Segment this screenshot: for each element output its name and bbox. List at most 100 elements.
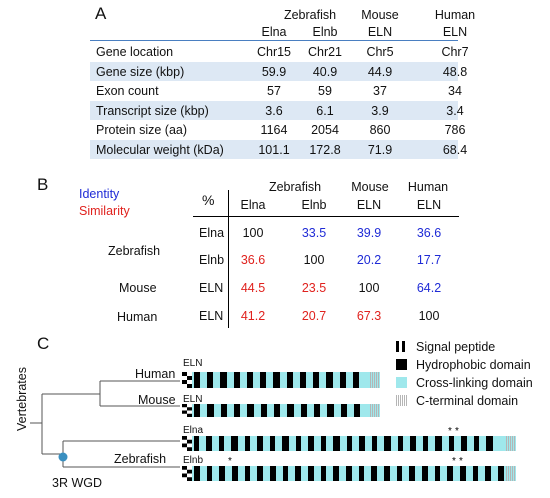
matrix-cell: 36.6 (240, 253, 266, 267)
hydrophobic-domain (245, 436, 250, 451)
hydrophobic-domain (354, 404, 360, 417)
table-cell: 71.9 (367, 142, 393, 157)
hydrophobic-domain (270, 436, 275, 451)
signal-peptide-check (182, 404, 187, 408)
signal-peptide-check (187, 447, 192, 451)
table-cell: 3.9 (371, 103, 389, 118)
c-terminal-stripe (508, 436, 509, 451)
elna-track (182, 436, 516, 451)
human-eln-track (182, 372, 380, 388)
hydrophobic-domain (257, 466, 263, 481)
crosslink-swatch (396, 377, 407, 388)
track-label-human-eln: ELN (183, 358, 203, 369)
hydrophobic-domain (372, 436, 377, 451)
c-terminal-stripe (510, 436, 511, 451)
hydrophobic-domain (498, 466, 504, 481)
c-terminal-stripe (374, 404, 375, 417)
matrix-cell: 41.2 (240, 309, 266, 323)
table-cell: Chr15 (256, 45, 292, 59)
hydrophobic-domain (194, 436, 199, 451)
hydrophobic-domain (287, 404, 294, 417)
hydrophobic-domain (347, 436, 352, 451)
b-group-human: Human (407, 180, 449, 194)
table-cell: 3.6 (265, 103, 283, 118)
hydrophobic-domain (287, 372, 293, 388)
b-vertical-rule (228, 190, 229, 328)
matrix-cell: 39.9 (356, 226, 382, 240)
hydrophobic-domain (449, 436, 454, 451)
table-cell: 59 (318, 84, 332, 98)
table-cell: Chr21 (307, 45, 343, 59)
b-col-elna: Elna (240, 198, 266, 212)
track-label-elna: Elna (183, 425, 204, 436)
c-terminal-stripe (372, 404, 373, 417)
hydrophobic-domain (283, 466, 288, 481)
signal-peptide-check (182, 372, 187, 376)
table-cell: 2054 (311, 123, 339, 137)
hydrophobic-domain (231, 436, 238, 451)
signal-peptide-check (182, 410, 187, 414)
hydrophobic-domain (371, 466, 377, 481)
hydrophobic-domain (486, 436, 493, 451)
c-terminal-stripe (514, 466, 515, 481)
signal-peptide-check (187, 384, 192, 388)
table-cell: 68.4 (442, 142, 468, 157)
c-terminal-stripe (372, 372, 373, 388)
table-cell: 101.1 (258, 142, 290, 157)
table-cell: 1164 (260, 123, 288, 137)
hydrophobic-domain (221, 404, 227, 417)
table-cell: 59.9 (261, 64, 287, 79)
signal-peptide-check (182, 466, 187, 470)
c-terminal-stripe (506, 466, 507, 481)
b-group-zebrafish: Zebrafish (268, 180, 322, 194)
hydrophobic-domain (308, 466, 314, 481)
table-cell: 48.8 (442, 64, 468, 79)
c-terminal-stripe (506, 436, 507, 451)
signal-swatch (396, 341, 407, 352)
table-cell: 860 (369, 123, 391, 137)
hydrophobic-domain (460, 466, 466, 481)
hydrophobic-domain (397, 466, 402, 481)
matrix-cell: 44.5 (240, 281, 266, 295)
tree-label-human: Human (135, 367, 176, 381)
signal-peptide-check (187, 469, 192, 474)
hydrophobic-domain (194, 404, 200, 417)
table-row-label: Gene size (kbp) (96, 64, 185, 79)
hydrophobic-swatch (396, 359, 407, 370)
b-species-human: Human (117, 310, 158, 324)
c-terminal-stripe (370, 372, 371, 388)
c-terminal-stripe (376, 372, 377, 388)
hydrophobic-domain (333, 466, 339, 481)
b-col-elnb: Elnb (301, 198, 327, 212)
hydrophobic-domain (321, 436, 326, 451)
hydrophobic-domain (295, 466, 301, 481)
hydrophobic-domain (301, 404, 307, 417)
track-label-elnb: Elnb (183, 455, 204, 466)
signal-peptide-check (182, 436, 187, 440)
domain-legend: Signal peptide Hydrophobic domain Cross-li… (396, 340, 546, 412)
hydrophobic-domain (245, 466, 250, 481)
hydrophobic-domain (220, 372, 227, 388)
hydrophobic-domain (219, 466, 225, 481)
wgd-node-marker (58, 452, 68, 462)
signal-peptide-check (187, 439, 192, 444)
table-row-label: Protein size (aa) (96, 123, 188, 137)
signal-peptide-check (187, 477, 192, 481)
elna-asterisk: * (448, 426, 452, 437)
legend-item: Signal peptide (396, 340, 495, 354)
legend-item: C-terminal domain (396, 394, 518, 408)
matrix-cell: 33.5 (301, 226, 327, 240)
cterm-swatch (396, 395, 407, 406)
hydrophobic-domain (274, 404, 280, 417)
panel-a-letter: A (95, 4, 107, 23)
c-terminal-stripe (376, 404, 377, 417)
table-cell: 40.9 (312, 64, 338, 79)
matrix-cell: 36.6 (416, 226, 442, 240)
hydrophobic-domain (461, 436, 467, 451)
hydrophobic-domain (398, 436, 403, 451)
c-terminal-stripe (374, 372, 375, 388)
a-header-rule (90, 40, 458, 41)
table-cell: 37 (373, 84, 387, 98)
hydrophobic-domain (327, 404, 334, 417)
matrix-row-gene: ELN (199, 281, 224, 295)
